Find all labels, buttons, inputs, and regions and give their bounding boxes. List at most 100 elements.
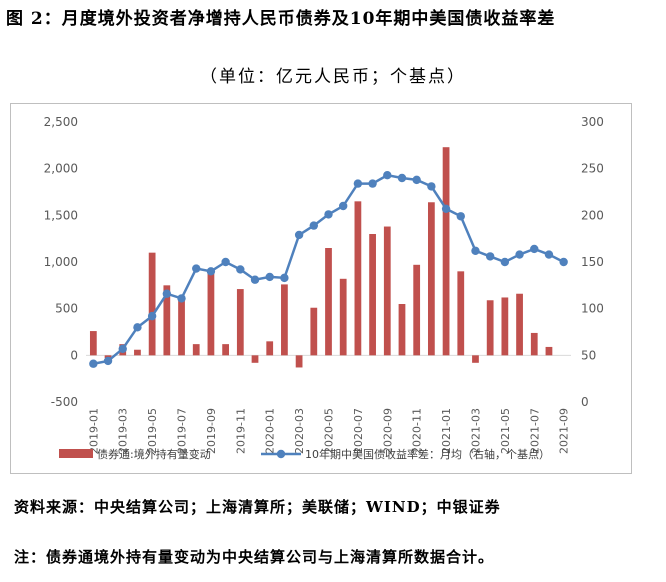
left-tick-label: 2,000 [44,162,78,176]
bar [281,284,288,356]
right-tick-label: 200 [581,208,604,222]
chart-svg: -500 0 500 1,000 1,500 2,000 2,500 0 50 100 150 200… [44,115,604,461]
bar [516,293,523,356]
right-tick-label: 100 [581,302,604,316]
x-tick-label: 2019-01 [87,408,100,454]
line-point [412,175,421,185]
line-point [353,179,363,188]
bar [383,226,391,356]
line-point [206,267,216,276]
x-tick-label: 2021-09 [558,408,571,454]
line-point [383,171,392,180]
bar [266,341,274,356]
line-point [427,182,436,191]
source-note: 资料来源：中央结算公司；上海清算所；美联储；WIND；中银证券 [14,498,501,516]
footnote: 注：债券通境外持有量变动为中央结算公司与上海清算所数据合计。 [14,548,495,566]
bar [442,147,450,356]
line-point [89,359,98,368]
line-point [441,204,451,213]
bar [530,332,538,356]
right-tick-label: 50 [581,348,596,362]
chart-title: 图 2：月度境外投资者净增持人民币债券及10年期中美国债收益率差 [6,9,556,29]
line-point [559,257,568,267]
x-tick-label: 2021-07 [528,408,541,454]
line-point [456,212,465,221]
legend-label-line: 10年期中美国债收益率差：月均（右轴，个基点） [305,447,550,461]
left-tick-label: -500 [51,395,78,409]
bar [325,248,332,356]
line-point [368,179,377,188]
x-tick-label: 2020-07 [352,408,365,454]
bar [192,344,200,356]
line-point [236,265,245,274]
x-tick-label: 2021-01 [440,408,453,454]
line-point [485,252,495,261]
bar [545,346,553,356]
left-tick-label: 500 [55,302,78,316]
bar [354,201,362,356]
bar [295,355,303,368]
x-tick-label: 2021-05 [499,408,512,454]
left-tick-label: 0 [70,348,78,362]
line-point [294,230,304,240]
legend-swatch-bar [59,449,93,458]
bar [310,307,318,356]
bar [134,349,141,356]
line-point [221,257,230,267]
chart-frame: -500 0 500 1,000 1,500 2,000 2,500 0 50 100 150 200… [10,103,632,474]
line-point [544,250,554,259]
x-tick-label: 2019-07 [176,408,189,454]
line-point [530,244,539,254]
bar [398,304,406,356]
x-tick-label: 2019-09 [205,408,218,454]
right-tick-label: 300 [581,115,604,129]
x-tick-label: 2020-03 [293,408,306,454]
line-point [309,221,319,230]
left-tick-label: 1,000 [44,255,78,269]
left-tick-label: 1,500 [44,208,78,222]
chart-subtitle: （单位：亿元人民币；个基点） [200,67,466,87]
x-tick-label: 2020-11 [411,408,424,454]
right-tick-label: 0 [581,395,589,409]
line-point [397,173,407,183]
bar [148,252,156,356]
line-point [324,210,333,219]
bar [207,269,215,356]
x-tick-label: 2019-11 [234,408,247,454]
line-point [280,273,289,283]
x-tick-label: 2019-03 [117,408,130,454]
line-point [118,344,127,353]
legend-label-bar: 债券通:境外持有量变动 [97,447,211,461]
line-point [265,272,274,282]
line-point [103,356,113,366]
right-tick-label: 150 [581,255,604,269]
line-point [133,323,142,332]
x-tick-label: 2020-05 [323,408,336,454]
x-tick-label: 2019-05 [146,408,159,454]
bar [251,355,259,363]
line-point [500,257,510,267]
line-point [162,289,172,298]
bar [222,344,230,356]
bar [339,278,347,356]
bar [178,296,185,356]
left-tick-label: 2,500 [44,115,78,129]
bar [472,355,479,363]
line-point [515,250,524,259]
line-point [192,264,201,273]
bar [413,264,421,356]
line-point [250,275,260,284]
bar [457,271,465,356]
bar [89,331,97,356]
bar [236,289,244,356]
bar [427,202,435,356]
line-point [338,201,348,211]
bar [163,285,171,356]
x-tick-label: 2020-09 [381,408,394,454]
line-point [147,311,157,321]
x-tick-label: 2020-01 [264,408,277,454]
line-point [471,246,480,255]
right-tick-label: 250 [581,162,604,176]
bar [486,300,494,356]
bar [501,297,509,356]
